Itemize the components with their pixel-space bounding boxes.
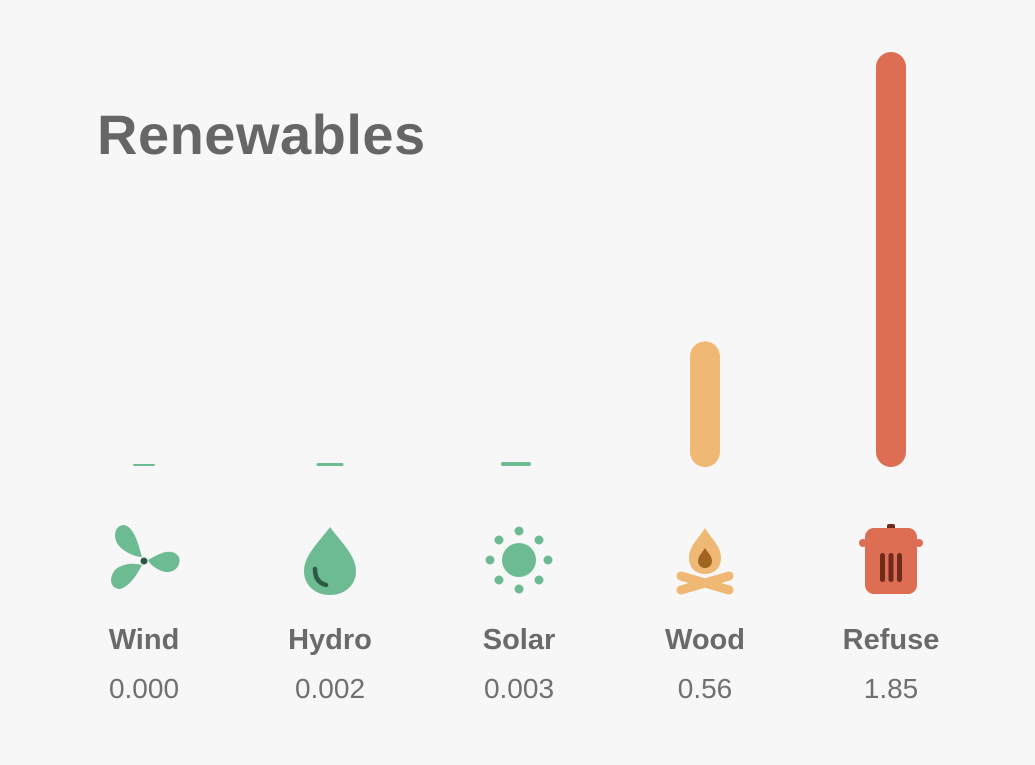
bar-wood bbox=[690, 341, 720, 467]
category-label-solar: Solar bbox=[482, 624, 556, 656]
value-label-hydro: 0.002 bbox=[294, 673, 366, 704]
value-label-wind: 0.000 bbox=[108, 673, 180, 704]
category-label-hydro: Hydro bbox=[288, 624, 372, 656]
value-label-refuse: 1.85 bbox=[863, 673, 919, 704]
category-label-wood: Wood bbox=[665, 624, 745, 656]
category-label-refuse: Refuse bbox=[842, 624, 940, 656]
value-label-wood: 0.56 bbox=[677, 673, 733, 704]
sun-icon bbox=[479, 520, 559, 600]
campfire-icon bbox=[665, 520, 745, 600]
bar-refuse bbox=[876, 52, 906, 467]
chart-title: Renewables bbox=[97, 103, 426, 166]
bar-solar bbox=[501, 462, 531, 466]
bar-wind bbox=[133, 464, 155, 466]
bar-hydro bbox=[316, 463, 344, 466]
category-label-wind: Wind bbox=[108, 624, 180, 656]
water-drop-icon bbox=[290, 519, 370, 599]
value-label-solar: 0.003 bbox=[483, 673, 555, 704]
trash-bin-icon bbox=[851, 520, 931, 600]
fan-icon bbox=[104, 519, 184, 599]
